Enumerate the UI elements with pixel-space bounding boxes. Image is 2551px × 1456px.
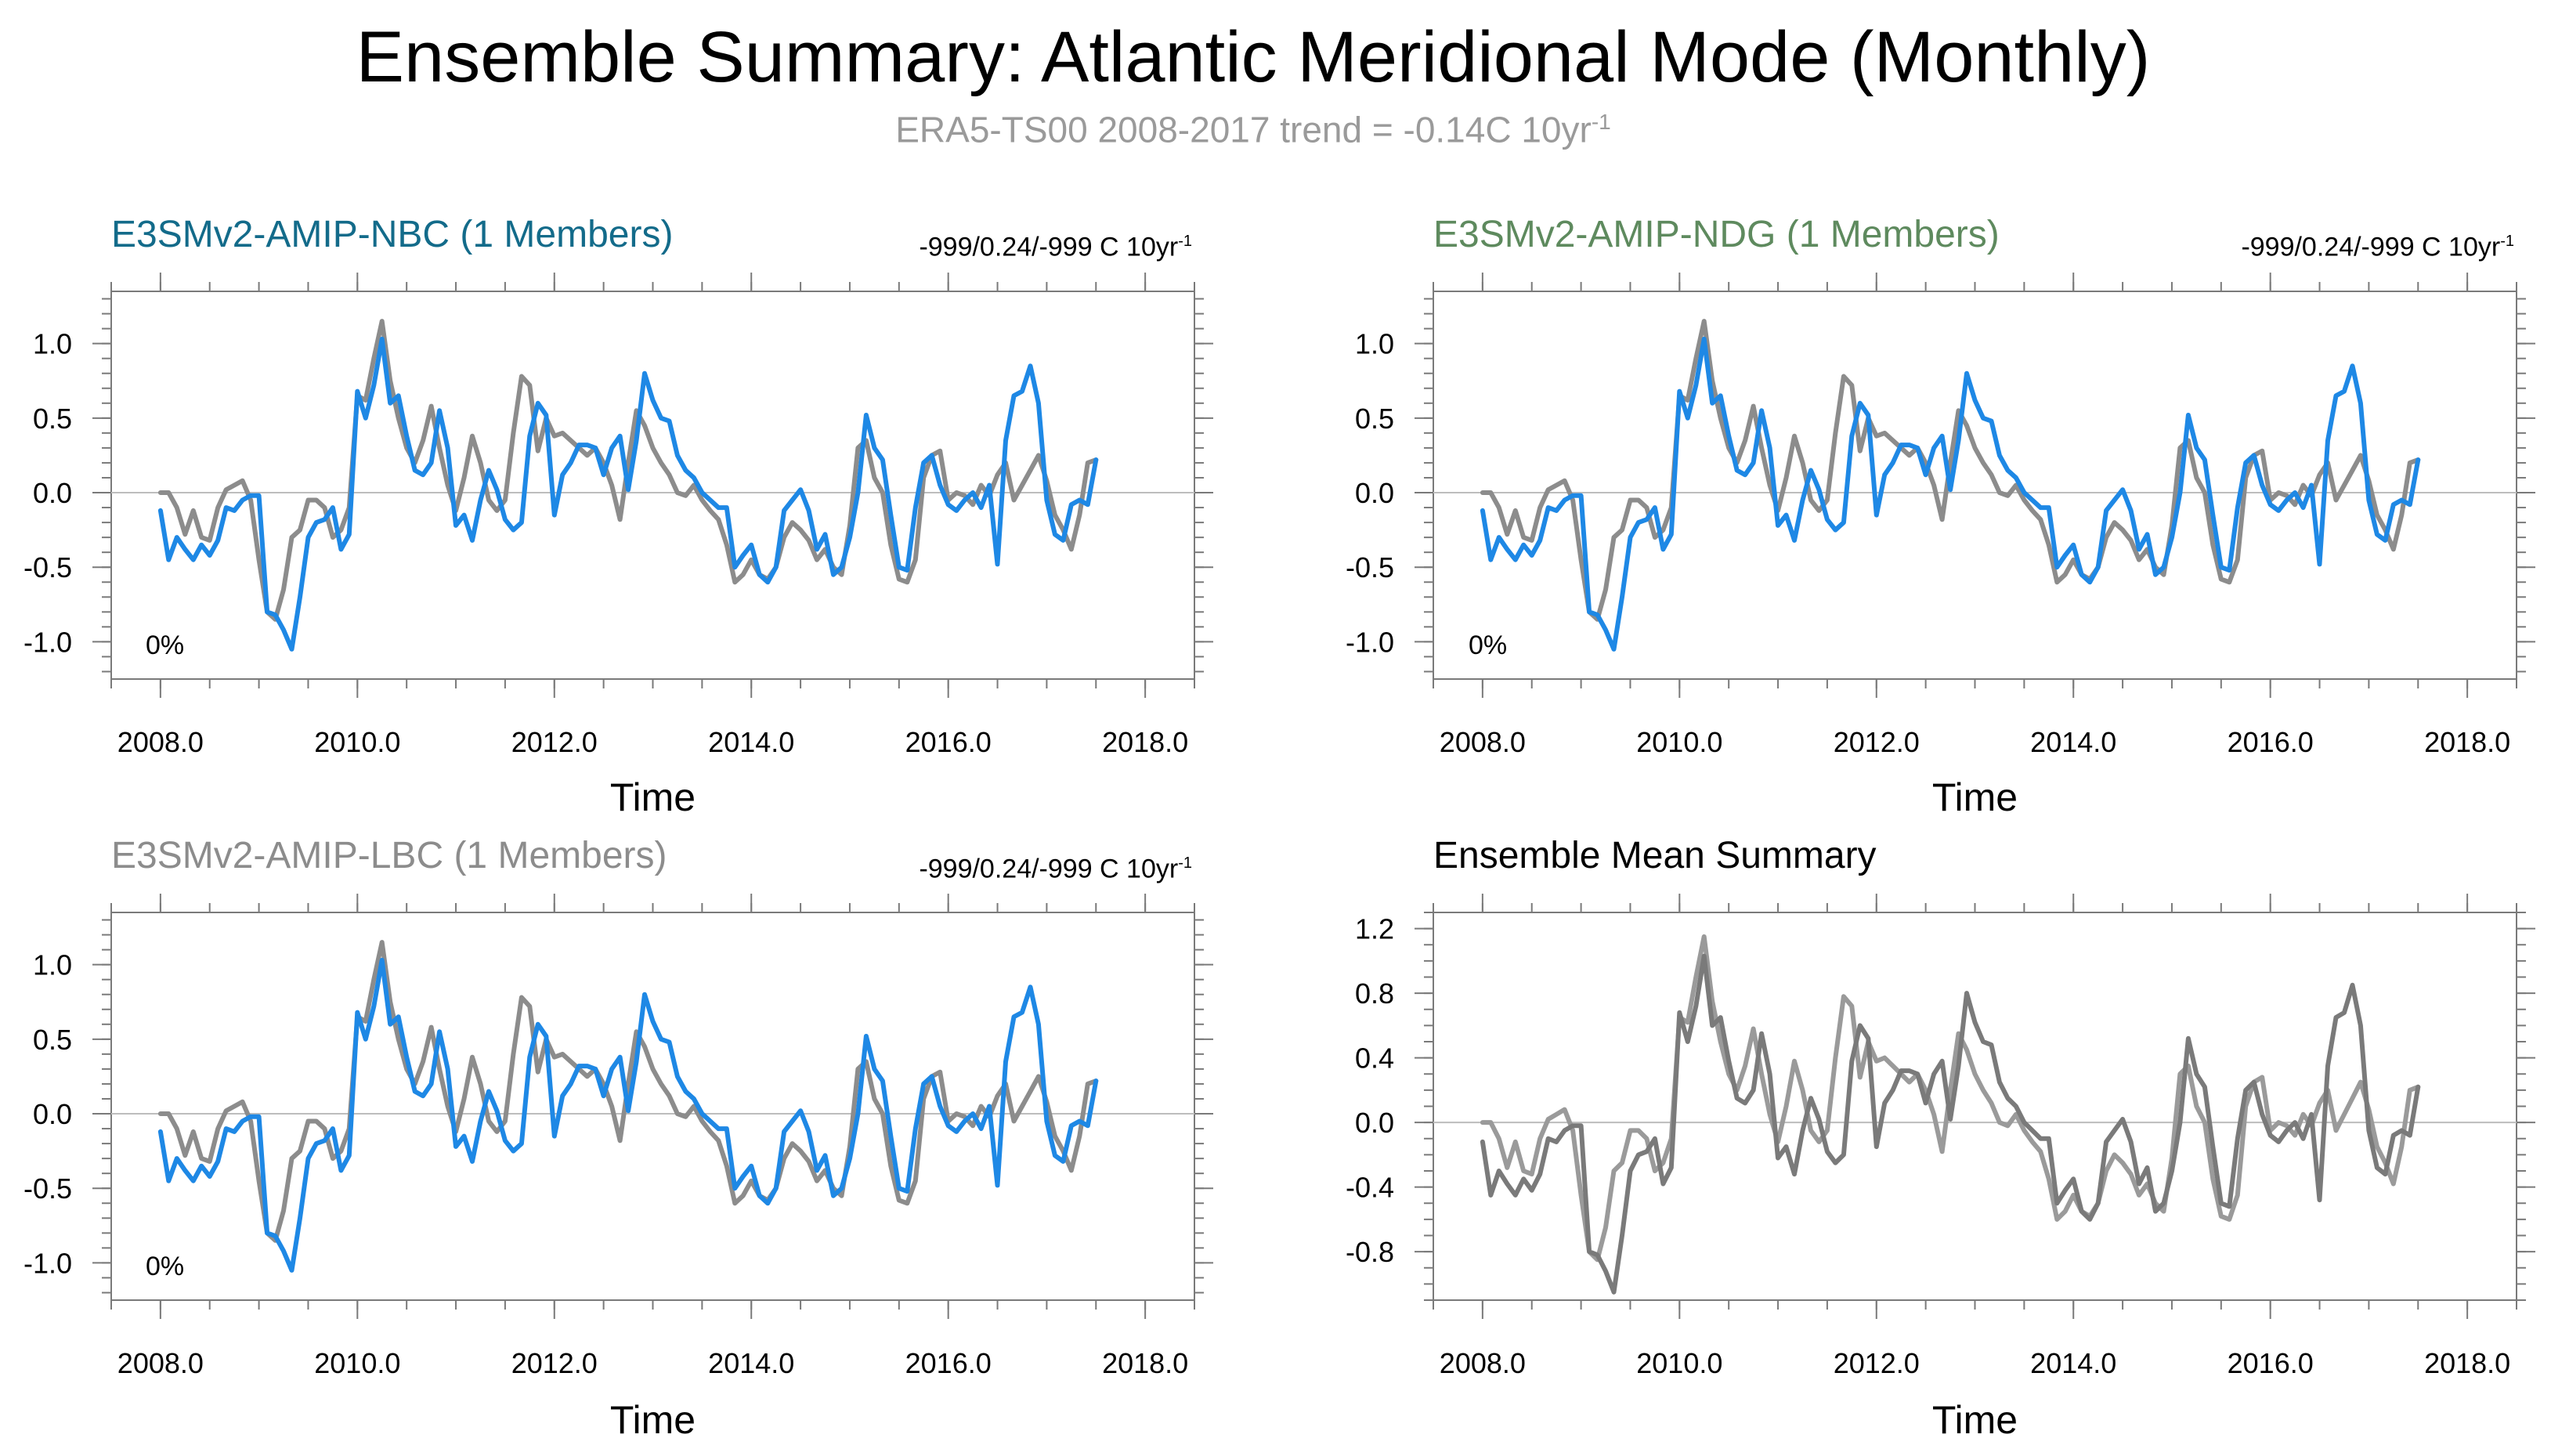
y-tick-label: 1.0: [33, 328, 72, 360]
subtitle-text: ERA5-TS00 2008-2017 trend = -0.14C 10yr: [895, 109, 1592, 150]
x-tick-label: 2016.0: [905, 726, 992, 758]
y-tick-label: 1.2: [1355, 913, 1394, 945]
y-tick-label: 0.0: [33, 477, 72, 509]
chart-panel-lbc: 2008.0 2010.0 2012.0 2014.0 2016.0 2018.0 1.0 0…: [23, 894, 1213, 1442]
chart-panel-ndg: 2008.0 2010.0 2012.0 2014.0 2016.0 2018.0 1.0 0…: [1346, 273, 2535, 819]
y-tick-label: 0.4: [1355, 1042, 1394, 1075]
trend-value-ndg: -999/0.24/-999 C 10yr: [2241, 232, 2501, 262]
trend-value-lbc: -999/0.24/-999 C 10yr: [919, 854, 1179, 884]
trend-sup-ndg: -1: [2500, 233, 2514, 250]
chart-panel-nbc: 2008.0 2010.0 2012.0 2014.0 2016.0 2018.0 1.0 0…: [23, 273, 1213, 819]
percent-label: 0%: [146, 1252, 184, 1281]
x-tick-label: 2008.0: [1440, 1347, 1526, 1379]
y-tick-label: -1.0: [1346, 626, 1394, 658]
x-tick-label: 2008.0: [1440, 726, 1526, 758]
panel-title-mean: Ensemble Mean Summary: [1433, 835, 1877, 876]
x-tick-label: 2012.0: [1834, 726, 1920, 758]
y-tick-label: -0.5: [1346, 551, 1394, 583]
x-tick-label: 2012.0: [511, 726, 598, 758]
x-tick-label: 2018.0: [2424, 726, 2510, 758]
y-tick-label: 0.0: [33, 1098, 72, 1130]
trend-value-nbc: -999/0.24/-999 C 10yr: [919, 232, 1179, 262]
plot-frame: [1433, 912, 2517, 1301]
trend-label-nbc: -999/0.24/-999 C 10yr-1: [919, 226, 1192, 262]
series-line-model: [1480, 336, 2421, 652]
trend-label-lbc: -999/0.24/-999 C 10yr-1: [919, 847, 1192, 884]
percent-label: 0%: [146, 630, 184, 660]
y-tick-label: 0.0: [1355, 1107, 1394, 1139]
trend-sup-nbc: -1: [1178, 233, 1192, 250]
y-tick-label: 1.0: [33, 949, 72, 981]
x-tick-label: 2018.0: [2424, 1347, 2510, 1379]
x-tick-label: 2016.0: [2228, 726, 2314, 758]
figure-subtitle: ERA5-TS00 2008-2017 trend = -0.14C 10yr-…: [0, 100, 2506, 151]
x-tick-label: 2010.0: [1636, 1347, 1722, 1379]
x-tick-label: 2016.0: [905, 1347, 992, 1379]
figure-title: Ensemble Summary: Atlantic Meridional Mo…: [356, 17, 2151, 97]
x-axis-title: Time: [610, 775, 696, 819]
x-tick-label: 2010.0: [1636, 726, 1722, 758]
series-line-obs: [157, 319, 1099, 622]
x-tick-label: 2010.0: [314, 1347, 400, 1379]
series-line-model: [157, 336, 1099, 652]
series-line-model: [1480, 953, 2421, 1295]
x-tick-label: 2018.0: [1102, 1347, 1188, 1379]
series-line-obs: [1480, 319, 2421, 622]
series-line-obs: [1480, 934, 2421, 1263]
x-tick-label: 2016.0: [2228, 1347, 2314, 1379]
y-tick-label: -1.0: [23, 626, 72, 658]
x-axis-title: Time: [1932, 1398, 2018, 1442]
x-tick-label: 2014.0: [2030, 1347, 2116, 1379]
x-tick-label: 2014.0: [708, 726, 794, 758]
series-line-model: [157, 957, 1099, 1273]
y-tick-label: 0.8: [1355, 977, 1394, 1010]
y-tick-label: -0.8: [1346, 1236, 1394, 1268]
y-tick-label: -0.5: [23, 1172, 72, 1205]
y-tick-label: 0.0: [1355, 477, 1394, 509]
panel-title-lbc: E3SMv2-AMIP-LBC (1 Members): [111, 835, 667, 876]
x-axis-title: Time: [1932, 775, 2018, 819]
y-tick-label: 0.5: [33, 403, 72, 435]
x-tick-label: 2008.0: [117, 726, 204, 758]
y-tick-label: 1.0: [1355, 328, 1394, 360]
chart-panel-mean: 2008.0 2010.0 2012.0 2014.0 2016.0 2018.0 1.2 0…: [1346, 894, 2535, 1442]
y-tick-label: -1.0: [23, 1247, 72, 1279]
series-line-obs: [157, 940, 1099, 1243]
panel-title-ndg: E3SMv2-AMIP-NDG (1 Members): [1433, 214, 2000, 255]
x-tick-label: 2010.0: [314, 726, 400, 758]
x-tick-label: 2014.0: [708, 1347, 794, 1379]
y-tick-label: 0.5: [1355, 403, 1394, 435]
percent-label: 0%: [1469, 630, 1507, 660]
x-tick-label: 2018.0: [1102, 726, 1188, 758]
panel-title-nbc: E3SMv2-AMIP-NBC (1 Members): [111, 214, 674, 255]
trend-sup-lbc: -1: [1178, 854, 1192, 872]
trend-label-ndg: -999/0.24/-999 C 10yr-1: [2241, 226, 2514, 262]
x-axis-title: Time: [610, 1398, 696, 1442]
y-tick-label: -0.5: [23, 551, 72, 583]
x-tick-label: 2008.0: [117, 1347, 204, 1379]
x-tick-label: 2014.0: [2030, 726, 2116, 758]
x-tick-label: 2012.0: [511, 1347, 598, 1379]
y-tick-label: 0.5: [33, 1024, 72, 1056]
subtitle-superscript: -1: [1591, 110, 1611, 134]
y-tick-label: -0.4: [1346, 1172, 1394, 1204]
x-tick-label: 2012.0: [1834, 1347, 1920, 1379]
